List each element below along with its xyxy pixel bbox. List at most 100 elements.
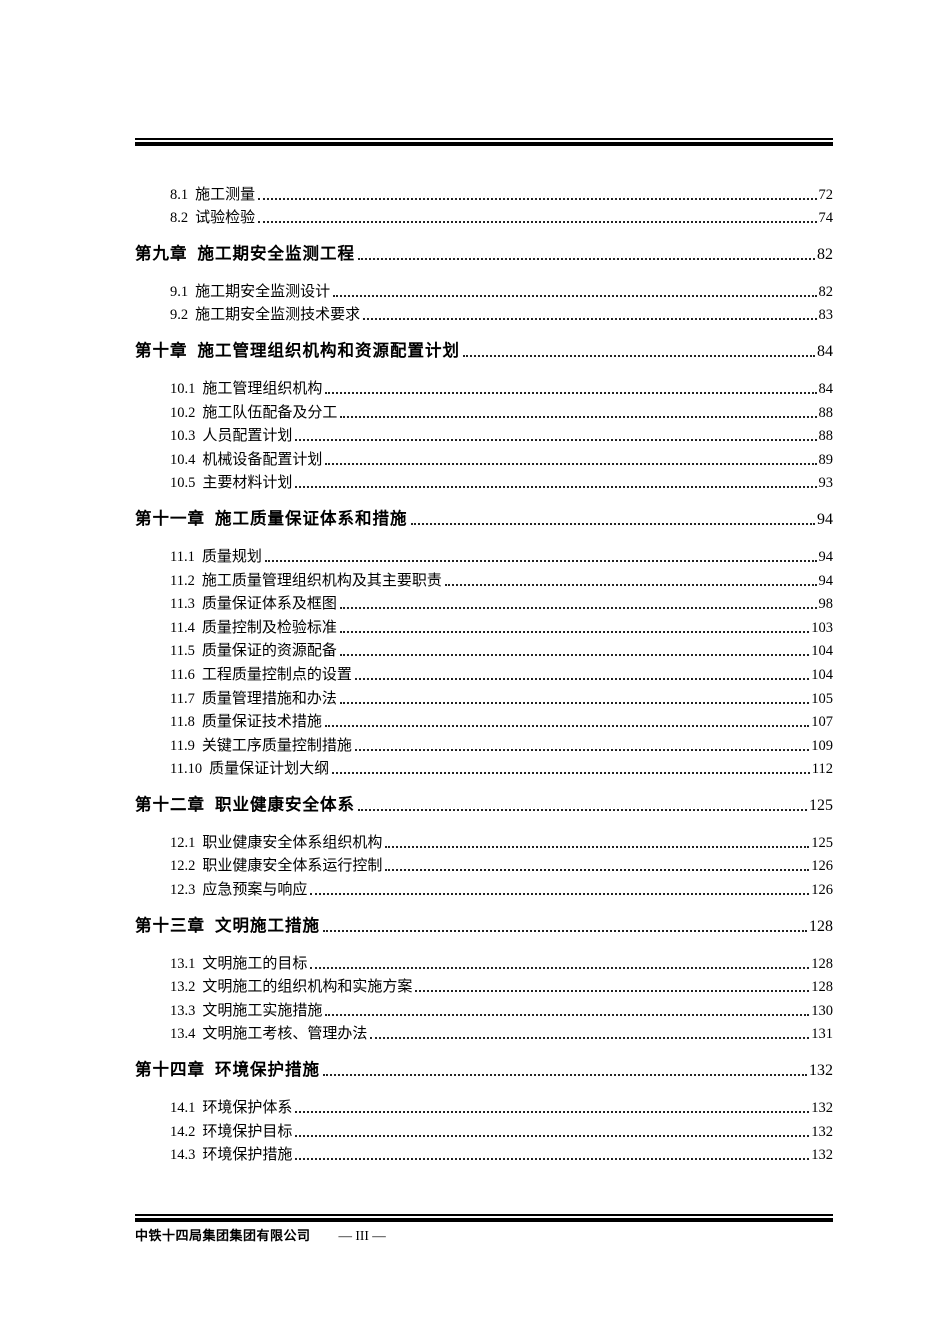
toc-sub-entry[interactable]: 11.2 施工质量管理组织机构及其主要职责 94 — [135, 566, 833, 590]
toc-chapter-entry[interactable]: 第十一章 施工质量保证体系和措施 94 — [135, 505, 833, 529]
toc-dotted-leader — [363, 318, 817, 321]
toc-entry-page: 132 — [811, 1123, 833, 1140]
toc-dotted-leader — [258, 221, 817, 224]
toc-sub-entry[interactable]: 10.4 机械设备配置计划 89 — [135, 445, 833, 469]
toc-entry-number: 10.2 — [170, 404, 196, 421]
toc-sub-entry[interactable]: 14.2 环境保护目标 132 — [135, 1117, 833, 1141]
toc-dotted-leader — [295, 439, 817, 442]
toc-entry-number: 14.3 — [170, 1147, 196, 1164]
toc-dotted-leader — [310, 893, 810, 896]
toc-entry-title: 质量保证技术措施 — [201, 713, 322, 731]
toc-entry-number: 第十二章 — [135, 796, 205, 815]
toc-chapter-entry[interactable]: 第十四章 环境保护措施 132 — [135, 1056, 833, 1080]
toc-dotted-leader — [339, 607, 817, 610]
toc-dotted-leader — [339, 630, 810, 633]
toc-entry-page: 82 — [818, 283, 834, 300]
toc-dotted-leader — [358, 809, 807, 812]
toc-entry-title: 施工管理组织机构 — [202, 379, 323, 397]
toc-entry-title: 应急预案与响应 — [202, 881, 308, 899]
toc-sub-entry[interactable]: 10.2 施工队伍配备及分工 88 — [135, 398, 833, 422]
toc-entry-number: 11.3 — [170, 596, 195, 613]
toc-entry-number: 10.5 — [170, 475, 196, 492]
toc-entry-number: 14.2 — [170, 1123, 196, 1140]
header-rule-thin-line — [135, 138, 833, 140]
toc-entry-number: 第十三章 — [135, 917, 205, 936]
toc-entry-page: 128 — [811, 955, 833, 972]
toc-entry-number: 第十四章 — [135, 1061, 205, 1080]
toc-dotted-leader — [385, 845, 810, 848]
toc-entry-title: 施工质量管理组织机构及其主要职责 — [201, 571, 442, 589]
toc-entry-page: 131 — [811, 1026, 833, 1043]
toc-sub-entry[interactable]: 11.4 质量控制及检验标准 103 — [135, 613, 833, 637]
toc-dotted-leader — [264, 559, 817, 562]
toc-entry-title: 环境保护目标 — [202, 1122, 293, 1140]
toc-sub-entry[interactable]: 13.4 文明施工考核、管理办法 131 — [135, 1020, 833, 1044]
toc-dotted-leader — [370, 1037, 810, 1040]
toc-dotted-leader — [410, 523, 815, 526]
toc-sub-entry[interactable]: 13.1 文明施工的目标 128 — [135, 949, 833, 973]
toc-sub-entry[interactable]: 11.9 关键工序质量控制措施 109 — [135, 731, 833, 755]
toc-sub-entry[interactable]: 11.6 工程质量控制点的设置 104 — [135, 660, 833, 684]
toc-entry-number: 11.1 — [170, 548, 195, 565]
toc-sub-entry[interactable]: 11.7 质量管理措施和办法 105 — [135, 684, 833, 708]
toc-entry-number: 9.2 — [170, 307, 189, 324]
toc-entry-page: 126 — [811, 882, 833, 899]
toc-entry-page: 130 — [811, 1002, 833, 1019]
toc-sub-entry[interactable]: 12.3 应急预案与响应 126 — [135, 875, 833, 899]
toc-entry-title: 文明施工措施 — [215, 917, 320, 936]
toc-entry-number: 第十章 — [135, 342, 188, 361]
toc-sub-entry[interactable]: 9.1 施工期安全监测设计 82 — [135, 277, 833, 301]
toc-entry-number: 11.2 — [170, 572, 195, 589]
toc-sub-entry[interactable]: 12.2 职业健康安全体系运行控制 126 — [135, 852, 833, 876]
toc-entry-page: 105 — [811, 690, 833, 707]
toc-dotted-leader — [358, 258, 815, 261]
toc-dotted-leader — [325, 391, 817, 394]
toc-sub-entry[interactable]: 11.8 质量保证技术措施 107 — [135, 708, 833, 732]
toc-sub-entry[interactable]: 11.10 质量保证计划大纲 112 — [135, 755, 833, 779]
toc-sub-entry[interactable]: 10.5 主要材料计划 93 — [135, 469, 833, 493]
toc-entry-title: 职业健康安全体系组织机构 — [202, 833, 383, 851]
toc-entry-title: 主要材料计划 — [202, 474, 293, 492]
toc-entry-page: 132 — [811, 1147, 833, 1164]
toc-entry-number: 12.3 — [170, 882, 196, 899]
toc-sub-entry[interactable]: 11.5 质量保证的资源配备 104 — [135, 637, 833, 661]
toc-entry-page: 125 — [809, 797, 833, 815]
toc-dotted-leader — [325, 1013, 810, 1016]
toc-sub-entry[interactable]: 10.1 施工管理组织机构 84 — [135, 374, 833, 398]
toc-entry-number: 12.2 — [170, 858, 196, 875]
toc-sub-entry[interactable]: 11.3 质量保证体系及框图 98 — [135, 590, 833, 614]
toc-dotted-leader — [354, 677, 810, 680]
toc-sub-entry[interactable]: 14.1 环境保护体系 132 — [135, 1093, 833, 1117]
toc-entry-number: 11.9 — [170, 737, 195, 754]
toc-sub-entry[interactable]: 10.3 人员配置计划 88 — [135, 422, 833, 446]
toc-chapter-entry[interactable]: 第十三章 文明施工措施 128 — [135, 912, 833, 936]
toc-sub-entry[interactable]: 13.3 文明施工实施措施 130 — [135, 996, 833, 1020]
toc-entry-title: 环境保护体系 — [202, 1099, 293, 1117]
toc-entry-title: 职业健康安全体系 — [215, 796, 355, 815]
toc-sub-entry[interactable]: 12.1 职业健康安全体系组织机构 125 — [135, 828, 833, 852]
toc-chapter-entry[interactable]: 第十二章 职业健康安全体系 125 — [135, 791, 833, 815]
toc-entry-number: 12.1 — [170, 834, 196, 851]
toc-entry-page: 84 — [817, 343, 833, 361]
toc-dotted-leader — [258, 197, 817, 200]
toc-sub-entry[interactable]: 9.2 施工期安全监测技术要求 83 — [135, 301, 833, 325]
toc-sub-entry[interactable]: 11.1 质量规划 94 — [135, 542, 833, 566]
toc-dotted-leader — [340, 415, 817, 418]
toc-chapter-entry[interactable]: 第十章 施工管理组织机构和资源配置计划 84 — [135, 337, 833, 361]
toc-entry-number: 14.1 — [170, 1100, 196, 1117]
toc-entry-title: 质量保证的资源配备 — [201, 642, 337, 660]
toc-entry-title: 施工期安全监测设计 — [195, 282, 331, 300]
toc-chapter-entry[interactable]: 第九章 施工期安全监测工程 82 — [135, 240, 833, 264]
toc-sub-entry[interactable]: 14.3 环境保护措施 132 — [135, 1141, 833, 1165]
toc-entry-title: 环境保护措施 — [202, 1146, 293, 1164]
toc-dotted-leader — [333, 294, 817, 297]
toc-entry-title: 施工质量保证体系和措施 — [215, 510, 408, 529]
toc-entry-title: 施工测量 — [195, 185, 256, 203]
toc-entry-title: 质量保证计划大纲 — [209, 760, 330, 778]
toc-sub-entry[interactable]: 8.2 试验检验 74 — [135, 204, 833, 228]
toc-entry-page: 89 — [818, 451, 834, 468]
toc-entry-title: 机械设备配置计划 — [202, 450, 323, 468]
toc-sub-entry[interactable]: 8.1 施工测量 72 — [135, 180, 833, 204]
toc-sub-entry[interactable]: 13.2 文明施工的组织机构和实施方案 128 — [135, 973, 833, 997]
